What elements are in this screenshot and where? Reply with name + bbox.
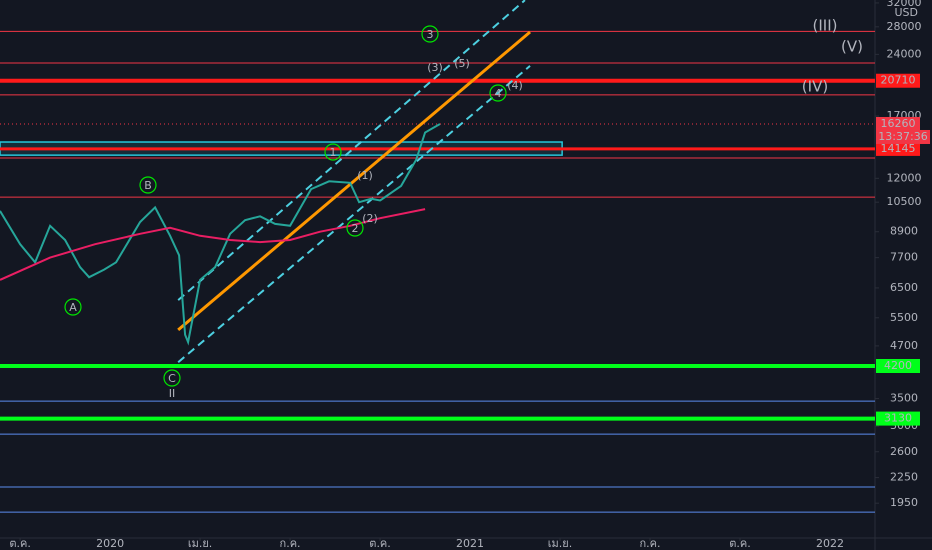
level-label: 4200 — [884, 359, 912, 372]
x-tick-label: ก.ค. — [640, 537, 661, 550]
annotation: 2 — [352, 222, 359, 235]
annotation-circle — [489, 84, 507, 102]
y-tick-label: 28000 — [887, 20, 922, 33]
annotation-circle — [139, 176, 157, 194]
y-tick-label: 1950 — [890, 496, 918, 509]
annotation: A — [69, 301, 77, 314]
annotation-circle — [324, 143, 342, 161]
y-tick-label: 2600 — [890, 445, 918, 458]
annotation: (1) — [357, 169, 373, 182]
annotation: 1 — [330, 146, 337, 159]
y-tick-label: 6500 — [890, 281, 918, 294]
annotation: (5) — [454, 57, 470, 70]
x-tick-label: เม.ย. — [188, 537, 212, 550]
annotation-circle — [163, 369, 181, 387]
annotation: 3 — [427, 28, 434, 41]
annotation: (4) — [507, 79, 523, 92]
trendline — [177, 65, 531, 363]
annotation: (IV) — [802, 78, 828, 96]
countdown: 13:37:36 — [878, 130, 927, 143]
annotation-circle — [346, 219, 364, 237]
current-price-label: 16260 — [881, 117, 916, 130]
x-tick-label: 2021 — [456, 537, 484, 550]
annotation: (3) — [427, 61, 443, 74]
x-tick-label: ต.ค. — [369, 537, 391, 550]
currency-label: USD — [894, 6, 918, 19]
trendline — [177, 0, 526, 301]
annotation: B — [144, 179, 152, 192]
y-tick-label: 12000 — [887, 171, 922, 184]
annotation: (V) — [841, 38, 863, 56]
level-label-box — [876, 73, 920, 88]
level-label: 3130 — [884, 412, 912, 425]
y-tick-label: 32000 — [887, 0, 922, 9]
countdown-box — [876, 129, 930, 144]
current-price-label-box — [876, 116, 920, 131]
level-label: 20710 — [881, 74, 916, 87]
annotation: 4 — [495, 87, 502, 100]
y-tick-label: 7700 — [890, 251, 918, 264]
x-tick-label: 2022 — [816, 537, 844, 550]
y-tick-label: 4700 — [890, 339, 918, 352]
y-tick-label: 3500 — [890, 392, 918, 405]
y-tick-label: 10500 — [887, 195, 922, 208]
level-label-box — [876, 359, 920, 374]
annotation-circle — [421, 25, 439, 43]
y-tick-label: 2250 — [890, 471, 918, 484]
annotation: II — [169, 387, 176, 400]
annotation: C — [168, 372, 176, 385]
annotation: (2) — [362, 212, 378, 225]
x-tick-label: ต.ค. — [9, 537, 31, 550]
y-tick-label: 8900 — [890, 225, 918, 238]
x-tick-label: ก.ค. — [280, 537, 301, 550]
y-tick-label: 24000 — [887, 47, 922, 60]
trendline — [177, 30, 532, 332]
annotation-circle — [64, 298, 82, 316]
price-line — [0, 208, 426, 281]
level-label: 14145 — [881, 142, 916, 155]
x-tick-label: 2020 — [96, 537, 124, 550]
level-label-box — [876, 141, 920, 156]
annotation: (III) — [813, 17, 838, 35]
y-tick-label: 5500 — [890, 311, 918, 324]
price-line — [0, 123, 441, 346]
level-label-box — [876, 411, 920, 426]
x-tick-label: เม.ย. — [548, 537, 572, 550]
x-tick-label: ต.ค. — [729, 537, 751, 550]
